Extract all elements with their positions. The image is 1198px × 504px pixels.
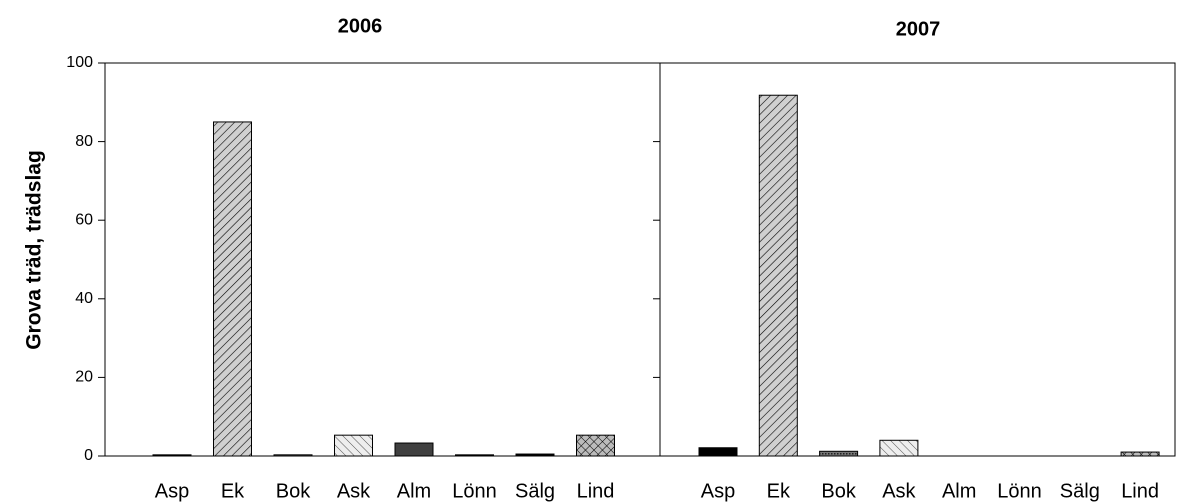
- x-tick-label: Bok: [276, 480, 311, 502]
- x-tick-label: Sälg: [515, 480, 555, 502]
- x-tick-label: Alm: [942, 480, 976, 502]
- x-tick-label: Ek: [221, 480, 245, 502]
- bar: [758, 94, 798, 457]
- x-tick-label: Lönn: [452, 480, 497, 502]
- y-tick-label: 0: [84, 447, 93, 464]
- x-tick-label: Ask: [882, 480, 916, 502]
- bar: [879, 439, 919, 457]
- x-tick-label: Ask: [337, 480, 371, 502]
- x-tick-label: Asp: [155, 480, 189, 502]
- panel-title: 2007: [896, 18, 941, 40]
- x-tick-label: Lind: [1121, 480, 1159, 502]
- y-tick-label: 60: [75, 211, 93, 228]
- y-tick-label: 40: [75, 290, 93, 307]
- panel-title: 2006: [338, 15, 383, 37]
- x-tick-label: Lönn: [997, 480, 1042, 502]
- y-axis-label: Grova träd, trädslag: [23, 150, 46, 350]
- x-tick-label: Lind: [577, 480, 615, 502]
- bar: [576, 434, 615, 457]
- bar: [273, 454, 313, 457]
- bar: [455, 454, 494, 457]
- bar: [698, 447, 738, 457]
- bar: [1120, 451, 1160, 457]
- bar: [334, 434, 373, 457]
- bar: [819, 450, 859, 457]
- plot-frame: [659, 62, 1176, 457]
- plot-frame: [104, 62, 661, 457]
- x-tick-label: Bok: [821, 480, 856, 502]
- x-tick-label: Ek: [767, 480, 791, 502]
- bar: [515, 453, 555, 457]
- bar: [152, 454, 192, 457]
- y-tick-label: 80: [75, 133, 93, 150]
- y-tick-label: 100: [66, 54, 93, 71]
- x-tick-label: Sälg: [1060, 480, 1100, 502]
- bar: [394, 442, 434, 457]
- x-tick-label: Alm: [397, 480, 431, 502]
- y-tick-label: 20: [75, 369, 93, 386]
- x-tick-label: Asp: [701, 480, 735, 502]
- bar: [213, 121, 252, 457]
